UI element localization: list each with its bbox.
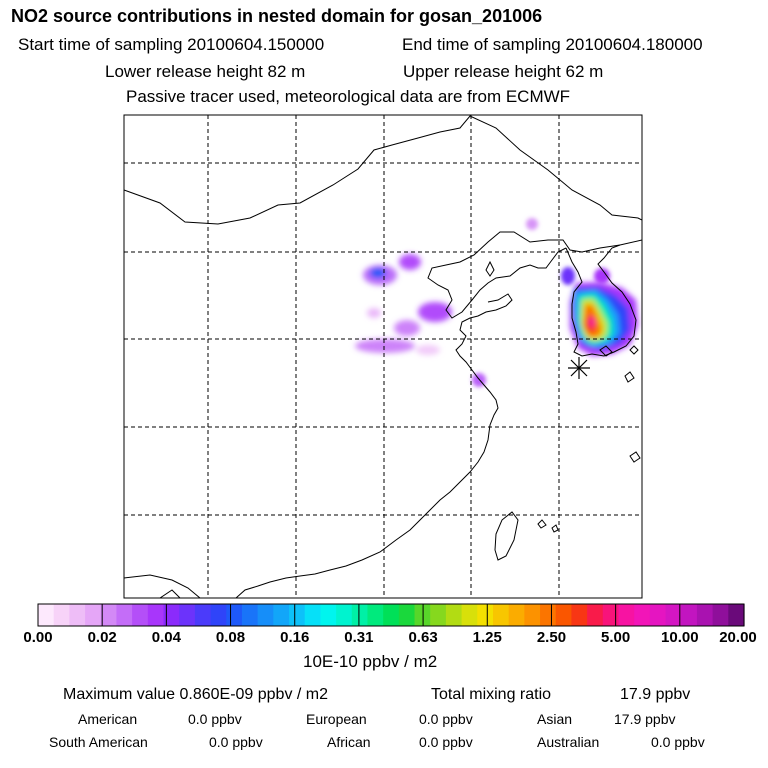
colorbar-swatch (38, 604, 55, 626)
colorbar-swatch (367, 604, 384, 626)
colorbar-tick-label: 0.63 (408, 629, 438, 646)
colorbar-frame (37, 603, 745, 627)
region-value: 17.9 ppbv (614, 711, 676, 727)
plume-liaoning-spot (526, 218, 538, 230)
colorbar-swatch (53, 604, 70, 626)
colorbar-swatch (273, 604, 290, 626)
colorbar-tick-label: 0.04 (151, 629, 181, 646)
colorbar-swatch (100, 604, 118, 626)
region-value: 0.0 ppbv (188, 711, 242, 727)
upper-release-height-label: Upper release height 62 m (403, 62, 604, 81)
colorbar-swatch (289, 604, 306, 626)
colorbar-swatch (179, 604, 196, 626)
plume-north-china-east (394, 302, 452, 336)
colorbar-tick-label: 2.50 (536, 629, 567, 646)
region-value: 0.0 ppbv (419, 711, 473, 727)
colorbar-tick-label: 1.25 (472, 629, 502, 646)
colorbar-swatch (712, 604, 729, 626)
colorbar-swatch (492, 604, 510, 626)
colorbar-swatch (304, 604, 321, 626)
plume-north-china-west (363, 254, 421, 318)
region-name: Australian (537, 734, 600, 750)
colorbar-swatch (649, 604, 667, 626)
lower-release-height-label: Lower release height 82 m (105, 62, 306, 81)
colorbar-swatch (320, 604, 337, 626)
colorbar-swatch (147, 604, 165, 626)
colorbar-swatch (634, 604, 651, 626)
total-mixing-ratio-value: 17.9 ppbv (620, 686, 691, 703)
colorbar-swatch (241, 604, 259, 626)
map-frame (123, 114, 643, 599)
colorbar-unit: 10E-10 ppbv / m2 (303, 652, 438, 671)
colorbar-swatch (461, 604, 478, 626)
colorbar-swatch (85, 604, 102, 626)
plume-shandong-belt (355, 339, 440, 355)
colorbar-swatch (351, 604, 369, 626)
colorbar-tick-label: 0.02 (87, 629, 117, 646)
colorbar-swatch (226, 604, 243, 626)
colorbar (37, 603, 745, 627)
region-value: 0.0 ppbv (419, 734, 473, 750)
plume-korea-peninsula (570, 282, 638, 356)
colorbar-tick-label: 10.00 (661, 629, 699, 646)
region-name: African (327, 734, 371, 750)
colorbar-swatch (587, 604, 604, 626)
map-title: NO2 source contributions in nested domai… (11, 6, 543, 26)
colorbar-swatch (445, 604, 463, 626)
colorbar-swatch (132, 604, 149, 626)
colorbar-swatch (398, 604, 416, 626)
tracer-note: Passive tracer used, meteorological data… (126, 87, 571, 106)
colorbar-swatch (728, 604, 745, 626)
colorbar-swatch (194, 604, 212, 626)
region-name: Asian (537, 711, 573, 727)
end-time-label: End time of sampling 20100604.180000 (402, 35, 703, 54)
colorbar-swatch (618, 604, 635, 626)
region-name: American (78, 711, 138, 727)
colorbar-swatch (602, 604, 620, 626)
colorbar-tick-label: 0.16 (280, 629, 310, 646)
colorbar-swatch (696, 604, 714, 626)
colorbar-tick-label: 0.31 (344, 629, 374, 646)
receptor-star-marker (568, 357, 590, 379)
total-mixing-ratio-label: Total mixing ratio (431, 686, 552, 703)
colorbar-tick-label: 20.00 (719, 629, 757, 646)
colorbar-swatch (555, 604, 573, 626)
colorbar-swatch (336, 604, 353, 626)
colorbar-swatch (430, 604, 447, 626)
coastlines (124, 115, 642, 598)
colorbar-swatch (571, 604, 588, 626)
colorbar-swatch (116, 604, 133, 626)
colorbar-swatch (477, 604, 494, 626)
colorbar-swatch (681, 604, 698, 626)
colorbar-tick-label: 5.00 (601, 629, 631, 646)
region-value: 0.0 ppbv (209, 734, 263, 750)
region-name: South American (49, 734, 148, 750)
colorbar-tick-label: 0.00 (23, 629, 53, 646)
colorbar-swatch (508, 604, 525, 626)
colorbar-swatch (524, 604, 541, 626)
colorbar-swatch (257, 604, 274, 626)
region-name: European (306, 711, 367, 727)
colorbar-swatch (383, 604, 400, 626)
colorbar-swatch (665, 604, 682, 626)
colorbar-swatch (69, 604, 86, 626)
start-time-label: Start time of sampling 20100604.150000 (18, 35, 325, 54)
maximum-value-label: Maximum value 0.860E-09 ppbv / m2 (63, 686, 329, 703)
lat-lon-grid (124, 115, 642, 598)
colorbar-swatch (210, 604, 227, 626)
colorbar-swatch (163, 604, 180, 626)
colorbar-tick-label: 0.08 (215, 629, 246, 646)
colorbar-swatch (540, 604, 557, 626)
region-value: 0.0 ppbv (651, 734, 705, 750)
plume-dalian-spot (561, 267, 610, 285)
